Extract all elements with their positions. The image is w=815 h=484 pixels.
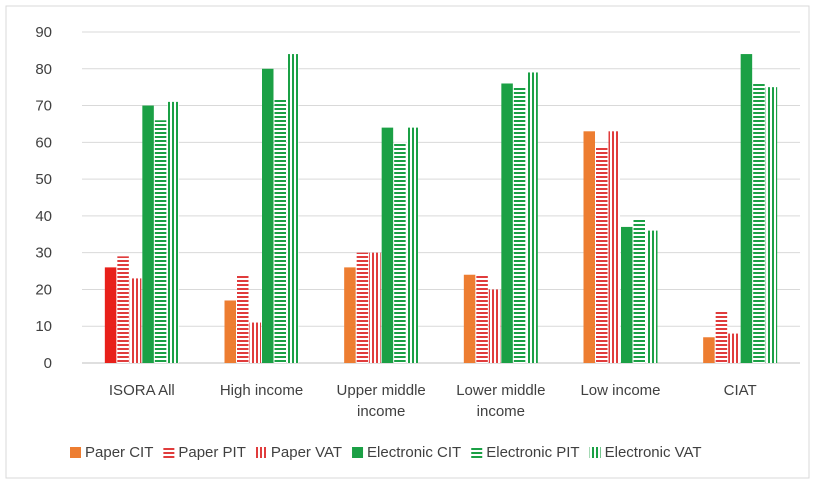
bar-electronic-pit	[513, 87, 526, 364]
gridlines	[82, 31, 800, 364]
legend-label: Electronic VAT	[605, 444, 702, 461]
bar-electronic-vat	[167, 101, 179, 363]
x-category-label: ISORA All	[109, 382, 175, 399]
bar-paper-pit	[117, 256, 129, 363]
x-category-label: income	[357, 403, 405, 420]
legend-swatch	[255, 447, 267, 458]
category-labels: ISORA All High income Upper middle income Lo…	[109, 382, 757, 420]
bars	[104, 54, 778, 364]
bar-paper-cit	[224, 300, 236, 363]
legend-swatch	[471, 447, 483, 458]
x-category-label: Low income	[580, 382, 660, 399]
legend-swatch	[589, 447, 601, 458]
bar-paper-vat	[608, 131, 620, 363]
y-tick-label: 20	[35, 281, 52, 298]
bar-paper-vat	[129, 278, 142, 363]
y-tick-label: 90	[35, 24, 52, 41]
bar-electronic-pit	[633, 219, 645, 363]
bar-electronic-cit	[262, 68, 274, 364]
x-category-label: Upper middle	[337, 382, 426, 399]
bar-electronic-vat	[406, 127, 419, 363]
x-category-label: High income	[220, 382, 303, 399]
x-category-label: Lower middle	[456, 382, 545, 399]
bar-paper-vat	[728, 333, 740, 363]
legend-swatch	[352, 447, 364, 458]
bar-paper-vat	[249, 322, 261, 363]
bar-paper-pit	[356, 252, 369, 363]
bar-electronic-pit	[274, 98, 286, 363]
y-tick-label: 0	[44, 355, 52, 372]
y-tick-label: 70	[35, 98, 52, 115]
bar-electronic-cit	[621, 226, 633, 363]
y-tick-label: 50	[35, 171, 52, 188]
bar-paper-pit	[237, 274, 249, 363]
legend-label: Electronic CIT	[367, 444, 461, 461]
bar-electronic-cit	[740, 54, 753, 364]
legend-swatch	[70, 447, 81, 458]
y-axis-ticks: 0 10 20 30 40 50 60 70 80 90	[35, 24, 52, 372]
bar-paper-cit	[463, 274, 476, 363]
bar-electronic-cit	[501, 83, 513, 363]
bar-paper-pit	[715, 311, 728, 363]
bar-electronic-pit	[154, 120, 167, 364]
x-category-label: income	[477, 403, 525, 420]
y-tick-label: 80	[35, 61, 52, 78]
bar-paper-pit	[596, 146, 608, 363]
bar-electronic-cit	[381, 127, 394, 363]
bar-electronic-vat	[526, 72, 538, 363]
bar-paper-cit	[703, 337, 715, 363]
bar-paper-pit	[476, 274, 488, 363]
legend-label: Electronic PIT	[486, 444, 579, 461]
bar-paper-cit	[583, 131, 595, 363]
bar-electronic-pit	[394, 142, 406, 363]
legend-label: Paper CIT	[85, 444, 153, 461]
bar-electronic-vat	[765, 87, 778, 364]
chart-border	[5, 5, 810, 479]
y-tick-label: 60	[35, 134, 52, 151]
legend-swatch	[163, 447, 175, 458]
bar-electronic-pit	[753, 83, 765, 363]
bar-paper-vat	[369, 252, 381, 363]
bar-paper-cit	[344, 267, 356, 363]
x-category-label: CIAT	[724, 382, 757, 399]
y-tick-label: 10	[35, 318, 52, 335]
bar-paper-vat	[488, 289, 501, 363]
y-tick-label: 30	[35, 245, 52, 262]
bar-paper-cit	[104, 267, 117, 363]
bar-electronic-vat	[646, 230, 658, 363]
bar-electronic-cit	[142, 105, 154, 364]
legend: Paper CIT Paper PIT Paper VAT Electronic CI…	[70, 444, 702, 461]
bar-electronic-vat	[287, 54, 299, 364]
legend-label: Paper VAT	[271, 444, 342, 461]
legend-label: Paper PIT	[178, 444, 246, 461]
y-tick-label: 40	[35, 208, 52, 225]
